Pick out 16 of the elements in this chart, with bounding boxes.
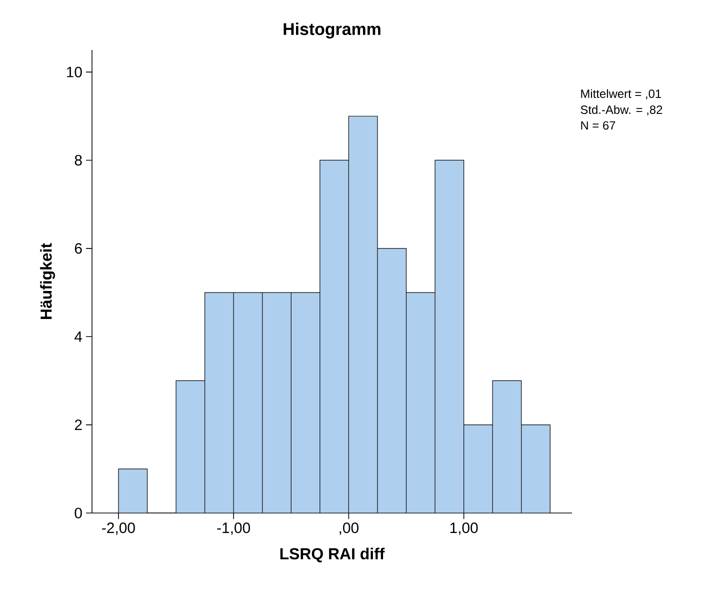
y-tick-label: 8 xyxy=(74,154,82,166)
chart-title: Histogramm xyxy=(284,22,380,38)
y-tick-label: 10 xyxy=(66,66,82,78)
text: N = 67 xyxy=(581,121,616,130)
y-tick-label: 4 xyxy=(74,331,82,342)
text: Std.-Abw. = ,82 xyxy=(580,105,662,116)
x-tick-label: -1,00 xyxy=(217,522,250,535)
x-tick-label: ,00 xyxy=(340,522,358,535)
x-tick-label: -2,00 xyxy=(102,522,135,535)
y-tick-label: 0 xyxy=(74,508,82,518)
y-axis-title: Häufigkeit xyxy=(40,243,56,319)
x-axis-title: LSRQ RAI diff xyxy=(280,548,385,562)
y-tick-label: 2 xyxy=(74,420,82,430)
text: Mittelwert = ,01 xyxy=(581,89,661,100)
y-tick-label: 6 xyxy=(74,243,82,254)
x-tick-label: 1,00 xyxy=(450,522,478,535)
